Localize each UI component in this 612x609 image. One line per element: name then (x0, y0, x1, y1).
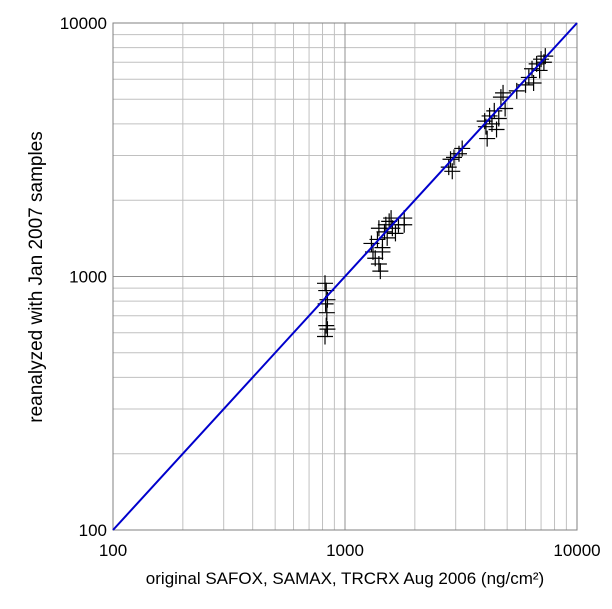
scatter-point (319, 321, 336, 338)
scatter-point (492, 89, 509, 106)
scatter-point (537, 48, 554, 65)
scatter-point (535, 54, 552, 71)
scatter-point (369, 231, 386, 248)
scatter-point (318, 304, 335, 321)
scatter-point (508, 82, 525, 99)
scatter-point (442, 151, 459, 168)
scatter-point (372, 263, 389, 280)
scatter-point (396, 216, 413, 233)
plot-border (112, 22, 578, 531)
scatter-point (370, 220, 387, 237)
scatter-point (495, 84, 512, 101)
scatter-point (317, 275, 334, 292)
scatter-point (317, 328, 334, 345)
scatter-point (525, 74, 542, 91)
x-tick-label: 10000 (553, 541, 600, 560)
scatter-point (387, 225, 404, 242)
scatter-point (533, 51, 550, 68)
scatter-point (379, 229, 396, 246)
y-axis-label: reanalyzed with Jan 2007 samples (26, 131, 47, 423)
scatter-point (490, 110, 507, 127)
scatter-point (374, 243, 391, 260)
y-tick-label: 100 (79, 521, 107, 540)
reference-line (112, 22, 578, 531)
x-tick-label: 1000 (326, 541, 364, 560)
y-tick-label: 10000 (60, 14, 107, 33)
x-tick-label: 100 (99, 541, 127, 560)
scatter-point (488, 121, 505, 138)
scatter-point (528, 55, 545, 72)
scatter-point (318, 317, 335, 334)
scatter-point (444, 163, 461, 180)
scatter-point (486, 102, 503, 119)
y-tick-label: 1000 (69, 268, 107, 287)
scatter-point (370, 256, 387, 273)
scatter-point (479, 130, 496, 147)
x-axis-label: original SAFOX, SAMAX, TRCRX Aug 2006 (n… (146, 569, 544, 588)
